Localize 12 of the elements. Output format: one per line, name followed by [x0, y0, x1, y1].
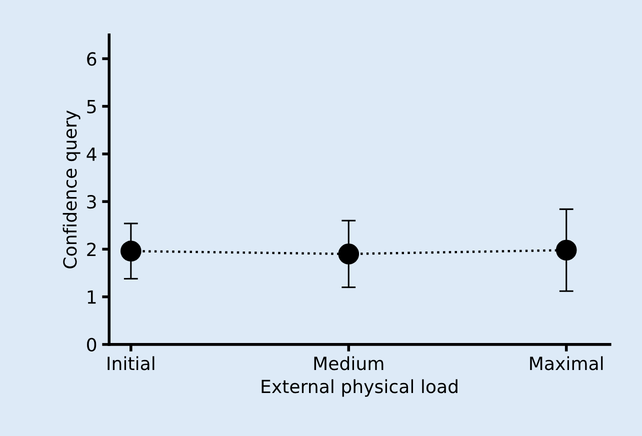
x-tick-label: Maximal	[530, 356, 603, 370]
y-tick-label: 4	[86, 148, 96, 161]
y-tick-label: 3	[87, 195, 96, 209]
y-tick-label: 0	[87, 338, 96, 352]
x-axis-title: External physical load	[262, 379, 458, 397]
x-tick-label: Initial	[108, 356, 154, 370]
y-tick-label: 5	[87, 100, 96, 114]
y-tick-label: 1	[88, 290, 96, 304]
y-tick-label: 2	[87, 242, 96, 256]
x-tick-label: Medium	[314, 356, 384, 370]
y-tick-label: 6	[87, 52, 96, 66]
y-axis-title: Confidence query	[62, 110, 80, 268]
